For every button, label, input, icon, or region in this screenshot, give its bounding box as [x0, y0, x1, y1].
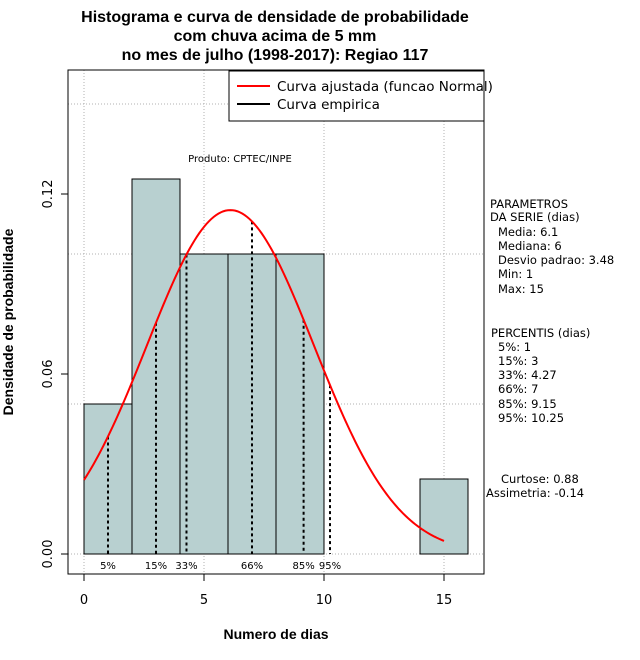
x-axis: 0 5 10 15 — [80, 573, 453, 608]
stat-assimetria: Assimetria: -0.14 — [486, 486, 584, 500]
stat-media: Media: 6.1 — [498, 225, 558, 239]
legend-box — [228, 70, 485, 122]
x-tick-label: 15 — [436, 593, 453, 608]
percentile-labels: 5% 15% 33% 66% 85% 95% — [100, 561, 341, 572]
percentil-5: 5%: 1 — [498, 340, 531, 354]
histogram-bars — [83, 178, 469, 555]
percentile-label: 15% — [145, 561, 167, 572]
y-tick-label: 0.06 — [41, 360, 56, 389]
normal-fit-curve — [83, 209, 445, 542]
params-title-1: PARAMETROS — [490, 197, 568, 211]
percentile-label: 33% — [175, 561, 197, 572]
histogram-bar — [179, 253, 229, 555]
params-title-2: DA SERIE (dias) — [490, 210, 580, 224]
stat-mediana: Mediana: 6 — [498, 239, 562, 253]
chart-title-line-1: Histograma e curva de densidade de proba… — [81, 9, 469, 26]
percentil-15: 15%: 3 — [498, 354, 538, 368]
legend-label-normal: Curva ajustada (funcao Normal) — [277, 79, 493, 95]
percentis-title: PERCENTIS (dias) — [491, 326, 590, 340]
percentil-33: 33%: 4.27 — [498, 368, 557, 382]
statistics-panel: PARAMETROS DA SERIE (dias) Media: 6.1 Me… — [486, 197, 614, 500]
stat-max: Max: 15 — [498, 282, 544, 296]
x-tick-label: 10 — [316, 593, 333, 608]
product-annotation: Produto: CPTEC/INPE — [188, 154, 292, 165]
stat-curtose: Curtose: 0.88 — [501, 472, 579, 486]
percentile-label: 85% — [292, 561, 314, 572]
percentil-85: 85%: 9.15 — [498, 397, 557, 411]
x-tick-label: 5 — [200, 593, 208, 608]
histogram-bar — [275, 253, 325, 555]
percentil-95: 95%: 10.25 — [498, 411, 564, 425]
y-tick-label: 0.00 — [41, 540, 56, 569]
legend: Curva ajustada (funcao Normal) Curva emp… — [228, 70, 493, 122]
stat-min: Min: 1 — [498, 267, 533, 281]
percentile-label: 5% — [100, 561, 116, 572]
x-tick-label: 0 — [80, 593, 88, 608]
percentil-66: 66%: 7 — [498, 382, 538, 396]
stat-desvio: Desvio padrao: 3.48 — [498, 253, 614, 267]
chart-title-line-2: com chuva acima de 5 mm — [174, 28, 377, 45]
chart-title-line-3: no mes de julho (1998-2017): Regiao 117 — [122, 47, 429, 64]
y-axis-title: Densidade de probabilidade — [0, 228, 16, 415]
percentile-label: 95% — [319, 561, 341, 572]
histogram-bar — [419, 478, 469, 555]
percentile-label: 66% — [241, 561, 263, 572]
x-axis-title: Numero de dias — [223, 626, 328, 642]
legend-label-empirical: Curva empirica — [277, 97, 380, 113]
y-tick-label: 0.12 — [41, 180, 56, 209]
y-axis: 0.00 0.06 0.12 — [41, 180, 69, 569]
percentile-lines — [107, 221, 331, 554]
